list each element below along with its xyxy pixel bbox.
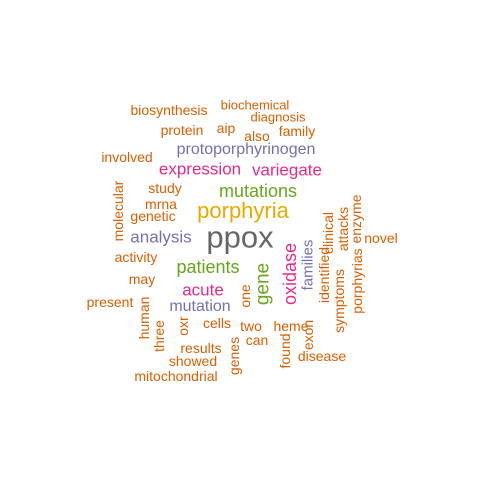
word-showed: showed bbox=[168, 353, 218, 369]
word-present: present bbox=[86, 294, 134, 310]
word-analysis: analysis bbox=[130, 227, 192, 247]
word-involved: involved bbox=[101, 149, 153, 165]
word-study: study bbox=[148, 180, 182, 196]
word-two: two bbox=[240, 318, 262, 334]
word-three: three bbox=[151, 320, 167, 352]
word-acute: acute bbox=[182, 280, 224, 300]
word-ppox: ppox bbox=[206, 219, 274, 255]
word-biosynthesis: biosynthesis bbox=[130, 102, 208, 118]
word-oxidase: oxidase bbox=[280, 242, 300, 306]
word-results: results bbox=[180, 340, 222, 356]
word-variegate: variegate bbox=[252, 160, 322, 180]
word-mutation: mutation bbox=[169, 298, 231, 315]
word-families: families bbox=[299, 239, 317, 291]
word-family: family bbox=[278, 123, 316, 139]
word-mutations: mutations bbox=[218, 181, 298, 201]
word-identified: identified bbox=[316, 246, 332, 304]
word-diagnosis: diagnosis bbox=[250, 109, 306, 125]
word-patients: patients bbox=[176, 257, 240, 277]
word-gene: gene bbox=[252, 262, 274, 306]
word-can: can bbox=[245, 332, 269, 348]
word-one: one bbox=[237, 284, 253, 308]
word-found: found bbox=[277, 333, 293, 369]
word-disease: disease bbox=[297, 348, 347, 364]
word-protoporphyrinogen: protoporphyrinogen bbox=[176, 141, 316, 158]
word-heme: heme bbox=[273, 318, 309, 334]
word-molecular: molecular bbox=[110, 180, 126, 242]
word-biochemical: biochemical bbox=[220, 97, 290, 113]
word-novel: novel bbox=[364, 230, 398, 246]
word-may: may bbox=[128, 271, 156, 287]
word-symptoms: symptoms bbox=[331, 269, 347, 333]
word-expression: expression bbox=[158, 159, 242, 179]
word-cells: cells bbox=[202, 315, 232, 331]
word-human: human bbox=[136, 296, 152, 340]
word-mitochondrial: mitochondrial bbox=[134, 368, 218, 384]
word-porphyrias: porphyrias bbox=[349, 248, 365, 314]
word-porphyria: porphyria bbox=[197, 198, 289, 223]
word-oxr: oxr bbox=[175, 316, 191, 336]
word-genetic: genetic bbox=[130, 208, 176, 224]
word-clinical: clinical bbox=[320, 211, 336, 255]
word-exon: exon bbox=[300, 319, 316, 351]
word-aip: aip bbox=[216, 120, 236, 136]
word-genes: genes bbox=[226, 336, 242, 376]
word-protein: protein bbox=[160, 122, 204, 138]
word-also: also bbox=[244, 128, 270, 144]
word-enzyme: enzyme bbox=[348, 194, 364, 244]
word-mrna: mrna bbox=[145, 196, 177, 212]
word-activity: activity bbox=[114, 249, 158, 265]
